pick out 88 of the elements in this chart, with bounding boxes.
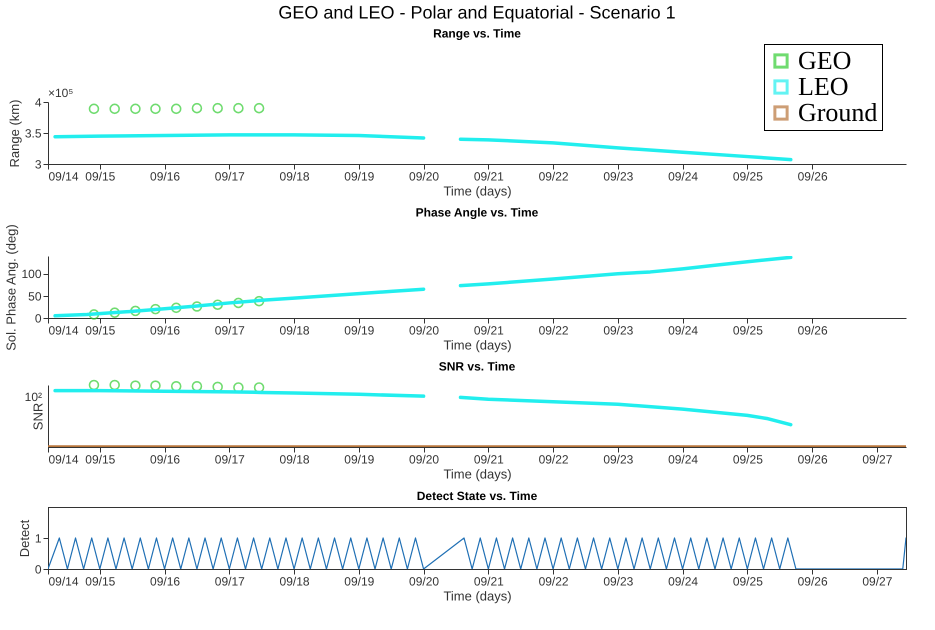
x-tick-label: 09/18 [280, 574, 310, 588]
y-axis-title: Detect [16, 519, 32, 558]
y-tick-label: 4 [34, 96, 42, 110]
x-tick-label: 09/18 [280, 170, 310, 184]
x-tick-label: 09/22 [538, 170, 569, 184]
x-tick-label: 09/16 [150, 170, 180, 184]
point [170, 302, 182, 314]
x-tick-label: 09/21 [474, 324, 504, 338]
point [130, 306, 141, 316]
x-tick-label: 09/15 [85, 170, 116, 184]
chart-subtitle: Range vs. Time [433, 26, 522, 40]
x-tick-label: 09/17 [214, 170, 246, 184]
x-tick-label: 09/18 [280, 324, 310, 338]
point [192, 301, 202, 312]
point [88, 309, 100, 320]
y-tick-label: 1 [34, 532, 42, 546]
x-tick-label: 09/21 [474, 452, 504, 466]
x-tick-label: 09/24 [668, 574, 698, 588]
legend-label: Ground [798, 98, 878, 127]
x-tick-label: 09/20 [409, 324, 440, 338]
x-tick-label: 09/17 [214, 452, 246, 466]
x-tick-label: 09/25 [732, 170, 764, 184]
x-tick-label: 09/16 [150, 574, 180, 588]
y-tick-label: 0 [34, 312, 42, 326]
x-tick-label: 09/27 [862, 574, 893, 588]
x-tick-label: 09/22 [538, 452, 569, 466]
x-tick-label: 09/19 [344, 324, 375, 338]
x-tick-label: 09/17 [214, 324, 246, 338]
y-axis-title: SNR [30, 402, 46, 430]
x-tick-label: 09/19 [344, 170, 375, 184]
x-tick-label: 09/26 [798, 574, 828, 588]
y-tick-label: 3 [34, 158, 42, 172]
x-tick-label: 09/23 [603, 170, 634, 184]
x-axis-title: Time (days) [443, 466, 512, 482]
x-axis-title: Time (days) [443, 588, 512, 604]
x-tick-label: 09/22 [538, 574, 569, 588]
x-tick-label: 09/15 [85, 452, 116, 466]
x-tick-label: 09/25 [732, 452, 764, 466]
x-tick-label: 09/21 [474, 574, 504, 588]
x-tick-label: 09/26 [798, 452, 828, 466]
x-tick-label: 09/19 [344, 452, 375, 466]
x-tick-label: 09/24 [668, 170, 698, 184]
y-axis-title: Sol. Phase Ang. (deg) [3, 224, 18, 351]
text: ×10⁵ [48, 86, 74, 100]
x-tick-label: 09/14 [48, 574, 79, 588]
x-tick-label: 09/26 [798, 170, 828, 184]
x-tick-label: 09/22 [538, 324, 569, 338]
x-tick-label: 09/27 [862, 452, 893, 466]
x-axis-title: Time (days) [443, 184, 512, 198]
x-tick-label: 09/24 [668, 452, 698, 466]
y-tick-label: 0 [34, 562, 42, 576]
x-tick-label: 09/20 [409, 170, 440, 184]
chart-title: Detect State vs. Time [416, 489, 538, 503]
y-tick-label: 3.5 [24, 126, 42, 140]
point [254, 296, 264, 306]
x-axis-title: Time (days) [443, 338, 512, 352]
point [212, 299, 223, 310]
x-tick-label: 09/15 [85, 574, 116, 588]
y-axis-title: Range (km) [6, 100, 22, 168]
x-tick-label: 09/25 [732, 574, 764, 588]
x-tick-label: 09/25 [732, 324, 764, 338]
chart-title: GEO and LEO - Polar and Equatorial - Scenario 1 [278, 2, 676, 22]
y-tick-label: 100 [21, 267, 42, 282]
x-tick-label: 09/23 [603, 324, 634, 338]
x-tick-label: 09/16 [150, 452, 180, 466]
x-tick-label: 09/14 [48, 452, 79, 466]
legend-label: LEO [798, 72, 849, 101]
x-tick-label: 09/20 [409, 452, 440, 466]
legend-label: GEO [798, 46, 852, 75]
y-tick-label: 50 [28, 289, 42, 304]
x-tick-label: 09/19 [344, 574, 375, 588]
x-tick-label: 09/14 [48, 324, 79, 338]
x-tick-label: 09/20 [409, 574, 440, 588]
x-tick-label: 09/23 [603, 452, 634, 466]
text: 10² [24, 390, 42, 404]
point [109, 307, 120, 318]
x-tick-label: 09/18 [280, 452, 310, 466]
x-tick-label: 09/24 [668, 324, 698, 338]
chart-title: Phase Angle vs. Time [416, 205, 539, 220]
x-tick-label: 09/14 [48, 170, 79, 184]
point [233, 298, 244, 308]
x-tick-label: 09/23 [603, 574, 634, 588]
x-tick-label: 09/15 [85, 324, 116, 338]
x-tick-label: 09/21 [474, 170, 504, 184]
x-tick-label: 09/16 [150, 324, 180, 338]
x-tick-label: 09/17 [214, 574, 246, 588]
x-tick-label: 09/26 [798, 324, 828, 338]
chart-title: SNR vs. Time [438, 359, 516, 374]
